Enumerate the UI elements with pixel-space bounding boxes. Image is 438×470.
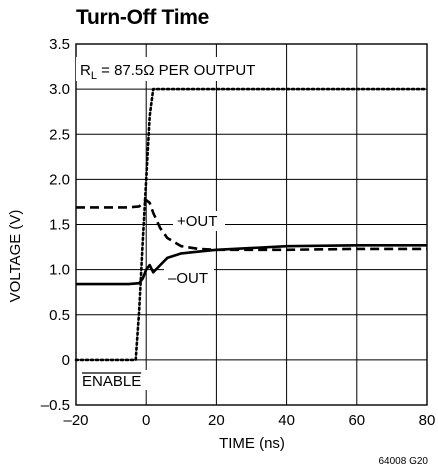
x-tick-label: 0 xyxy=(142,412,150,429)
grid xyxy=(75,43,428,406)
y-tick-label: 3.5 xyxy=(49,36,70,53)
x-tick-label: 40 xyxy=(278,412,295,429)
condition-label: RL = 87.5Ω PER OUTPUT xyxy=(80,62,255,82)
tick-labels: –20 0 20 40 60 80 –0.5 0 0.5 1.0 1.5 2.0 2.5 3.0 3.5 xyxy=(41,36,436,429)
y-tick-label: 0.5 xyxy=(49,307,70,324)
condition-subscript: L xyxy=(91,70,97,82)
x-tick-label: 80 xyxy=(419,412,436,429)
x-tick-label: –20 xyxy=(63,412,88,429)
y-tick-label: 2.0 xyxy=(49,171,70,188)
enable-label: ENABLE xyxy=(82,373,141,390)
condition-prefix: R xyxy=(80,62,91,79)
series-line-minus-out xyxy=(76,244,427,286)
plus-out-label-bg xyxy=(173,211,225,231)
y-tick-label: 3.0 xyxy=(49,81,70,98)
minus-out-label-bg xyxy=(164,266,214,287)
y-tick-label: 2.5 xyxy=(49,126,70,143)
y-tick-label: 1.5 xyxy=(49,217,70,234)
x-tick-label: 60 xyxy=(348,412,365,429)
x-axis-label: TIME (ns) xyxy=(219,435,285,452)
y-tick-label: 1.0 xyxy=(49,262,70,279)
x-tick-label: 20 xyxy=(208,412,225,429)
series-line-plus-out xyxy=(76,198,427,252)
minus-out-label: –OUT xyxy=(168,270,208,287)
y-tick-label: –0.5 xyxy=(41,397,70,414)
series-group xyxy=(74,87,429,362)
figure-number: 64008 G20 xyxy=(379,456,429,467)
y-tick-label: 0 xyxy=(62,352,70,369)
condition-rest: = 87.5Ω PER OUTPUT xyxy=(97,62,255,79)
enable-label-bg xyxy=(77,370,151,390)
plot-frame xyxy=(75,43,428,406)
chart-title: Turn-Off Time xyxy=(76,6,209,29)
y-axis-label: VOLTAGE (V) xyxy=(7,210,24,303)
plus-out-label: +OUT xyxy=(177,213,217,230)
series-line-enable xyxy=(74,87,429,362)
condition-label-bg xyxy=(76,57,276,81)
